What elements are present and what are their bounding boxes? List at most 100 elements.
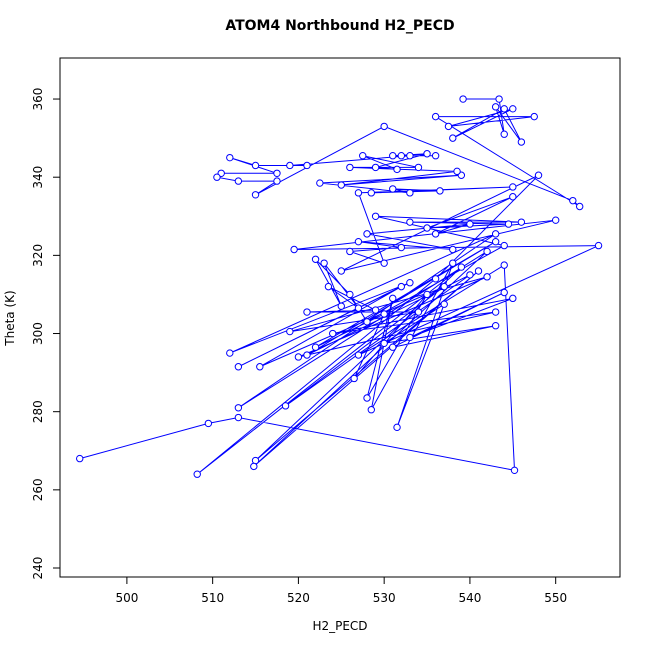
data-point [234, 177, 243, 185]
data-point [367, 189, 376, 197]
data-point [367, 406, 376, 414]
data-point [500, 261, 508, 269]
y-tick-label: 340 [31, 166, 45, 189]
data-point [286, 327, 294, 336]
data-point [517, 138, 526, 146]
data-point [290, 245, 298, 254]
data-point [359, 152, 367, 160]
data-point [380, 259, 388, 267]
data-point [363, 230, 371, 238]
x-tick-label: 520 [287, 591, 310, 605]
data-point [431, 112, 440, 121]
data-point [504, 220, 513, 228]
data-point [273, 177, 281, 185]
data-point [363, 394, 371, 402]
data-point [431, 275, 440, 283]
data-point [346, 163, 354, 172]
data-point [440, 300, 448, 308]
data-line [79, 98, 599, 475]
data-point [324, 282, 333, 291]
data-point [380, 122, 388, 131]
chart-title: ATOM4 Northbound H2_PECD [225, 18, 454, 34]
data-point [517, 218, 526, 226]
data-point [251, 191, 260, 199]
data-point [294, 353, 303, 361]
data-point [397, 282, 406, 291]
data-point [510, 466, 519, 475]
data-point [337, 267, 345, 275]
data-point [380, 339, 388, 347]
data-point [406, 279, 414, 287]
data-point [234, 413, 243, 422]
data-point [509, 183, 517, 191]
data-point [491, 322, 500, 330]
data-point [491, 230, 500, 238]
data-point [281, 402, 290, 410]
data-point [530, 112, 538, 121]
data-point [483, 273, 491, 281]
data-point [303, 351, 311, 359]
data-point [350, 374, 358, 383]
data-point [393, 165, 401, 174]
data-point [311, 255, 320, 263]
data-point [389, 152, 397, 160]
data-point [371, 306, 380, 314]
y-tick-label: 280 [31, 400, 45, 423]
data-point [389, 343, 397, 351]
data-point [491, 103, 500, 111]
data-point [509, 294, 517, 303]
data-point [406, 333, 414, 342]
data-point [371, 212, 380, 220]
data-point [354, 304, 363, 312]
data-point [509, 193, 517, 201]
data-point [406, 189, 414, 197]
data-point [273, 169, 281, 177]
data-point [466, 271, 474, 279]
data-point [389, 185, 397, 193]
data-point [234, 404, 243, 412]
y-tick-label: 300 [31, 322, 45, 345]
data-point [226, 153, 234, 162]
data-point [431, 230, 440, 238]
data-point [256, 363, 264, 371]
data-point [500, 288, 508, 297]
data-point [423, 150, 431, 158]
data-point [346, 247, 354, 256]
data-point [500, 130, 508, 138]
data-point [495, 95, 503, 103]
data-point [397, 152, 406, 160]
data-point [311, 343, 320, 351]
data-point [250, 462, 258, 471]
data-point [457, 263, 466, 271]
data-point [397, 243, 406, 252]
data-point [491, 237, 500, 246]
data-point [320, 259, 328, 267]
data-point [303, 308, 311, 316]
y-axis-label: Theta (K) [3, 290, 17, 346]
x-axis-label: H2_PECD [312, 619, 367, 633]
data-point [483, 247, 491, 256]
data-point [575, 202, 584, 211]
data-point [449, 245, 457, 254]
data-point [354, 351, 363, 359]
data-point [316, 179, 324, 187]
data-point [551, 216, 560, 224]
data-point [406, 218, 414, 226]
data-point [423, 290, 431, 299]
data-point [474, 267, 483, 275]
data-point [436, 187, 444, 195]
data-point [393, 423, 401, 432]
data-point [594, 241, 603, 250]
data-point [500, 241, 508, 250]
data-point [251, 161, 260, 170]
data-point [354, 237, 363, 246]
data-point [423, 224, 431, 232]
y-tick-label: 320 [31, 244, 45, 267]
x-tick-label: 530 [373, 591, 396, 605]
data-point [389, 294, 397, 303]
data-point [466, 220, 474, 228]
data-point [459, 95, 467, 103]
data-point [449, 259, 457, 267]
data-point [204, 419, 213, 428]
